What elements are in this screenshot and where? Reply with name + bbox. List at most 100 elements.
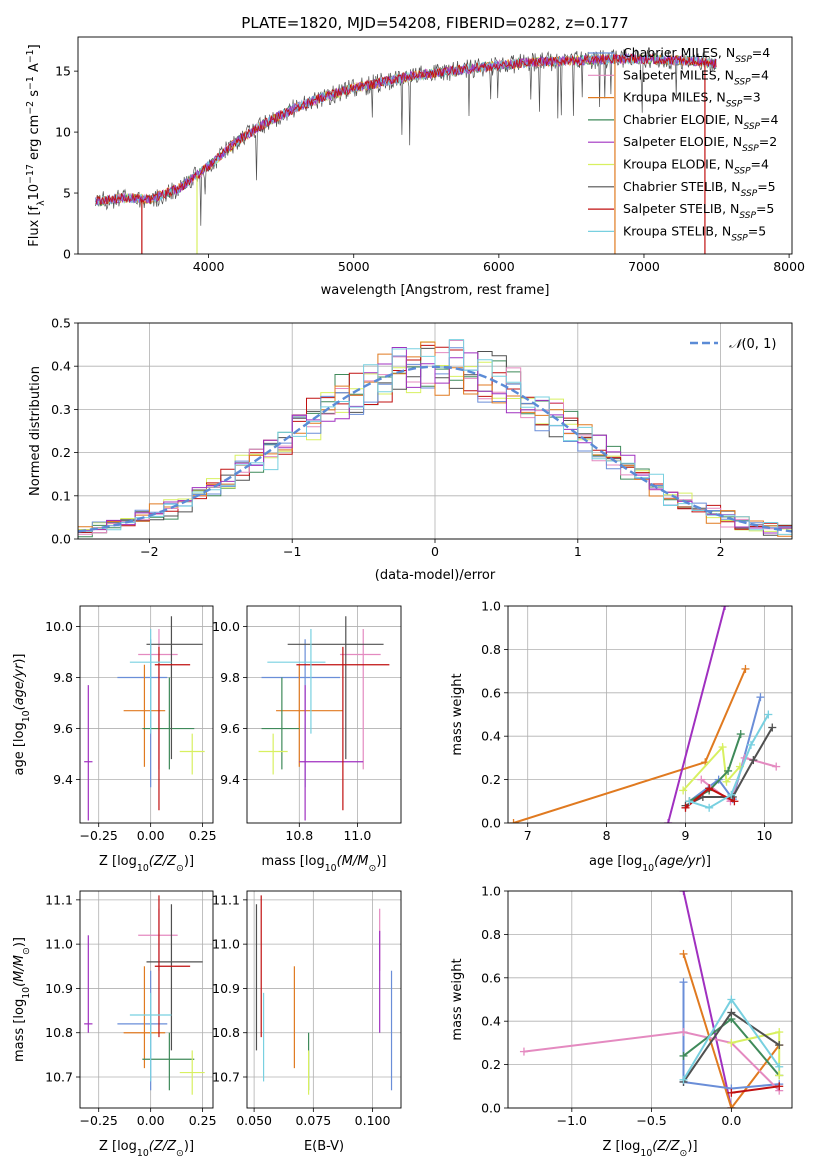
mass-vs-Z-marks [84,895,205,1095]
x-tick-label: 8 [603,828,611,843]
legend-label: Salpeter ELODIE, NSSP=2 [623,134,777,154]
frame: −1.0 −0.5 0.0 0.0 0.2 0.4 0.6 0.8 1.0 Z [log10(Z/… [450,884,793,1159]
axes-border [507,890,793,1109]
x-tick-label: 7 [524,828,532,843]
y-tick-label: 5 [63,186,71,201]
axes-border [77,322,793,540]
x-tick-label: 9 [682,828,690,843]
x-tick-label: 4000 [193,259,225,274]
y-tick-label: 10.7 [212,1070,240,1085]
y-tick-label: 9.6 [220,721,240,736]
x-tick-label: 11.0 [343,828,371,843]
y-tick-label: 15 [55,64,71,79]
y-tick-label: 9.6 [53,721,73,736]
massweight-vs-age-marks [509,606,781,823]
histogram-series [78,339,792,539]
legend-label: Chabrier STELIB, NSSP=5 [623,179,776,199]
y-tick-label: 11.0 [212,937,240,952]
x-axis-label: wavelength [Angstrom, rest frame] [321,283,550,298]
y-tick-label: 10.9 [212,981,240,996]
y-tick-label: 0.3 [51,402,71,417]
y-axis-label: Flux [fλ10−17 erg cm−2 s−1 A−1] [25,44,47,246]
y-tick-label: 1.0 [481,884,501,899]
x-tick-label: 10 [756,828,772,843]
legend-label: Salpeter MILES, NSSP=4 [623,67,769,87]
frame: 0.050 0.075 0.100 10.7 10.8 10.9 11.0 11.1 E(B-V… [212,890,402,1154]
y-tick-label: 0.6 [481,970,501,985]
axes-border [79,605,214,824]
x-tick-label: 0.25 [189,1113,217,1128]
y-tick-label: 0.0 [51,532,71,547]
mass-vs-ebv-marks [255,895,393,1095]
x-tick-label: −0.25 [80,828,118,843]
x-tick-label: −2 [140,544,158,559]
x-tick-label: 0.075 [295,1113,331,1128]
x-axis-label: (data-model)/error [375,568,496,583]
massweight-series [682,891,733,1108]
y-tick-label: 10.9 [45,981,73,996]
y-tick-label: 0.8 [481,642,501,657]
y-tick-label: 0.4 [51,359,71,374]
x-tick-label: 6000 [483,259,515,274]
legend-label: Kroupa STELIB, NSSP=5 [623,223,766,243]
axes-border [246,890,402,1109]
x-tick-label: −1.0 [557,1113,587,1128]
y-tick-label: 10.0 [45,619,73,634]
spectrum-line [95,53,717,206]
massweight-series [688,696,762,803]
axes-border [246,605,402,824]
x-tick-label: 0.00 [137,828,165,843]
frame: −0.25 0.00 0.25 10.7 10.8 10.9 11.0 11.1 Z [log1… [12,890,217,1159]
age-vs-Z-marks [84,616,205,821]
x-axis-label: age [log10(age/yr)] [589,854,711,874]
y-axis-label: mass weight [450,958,465,1040]
y-axis-label: age [log10(age/yr)] [12,653,32,775]
massweight-vs-Z-axes: −1.0 −0.5 0.0 0.0 0.2 0.4 0.6 0.8 1.0 Z [log10(Z/… [450,884,793,1159]
x-tick-label: 2 [717,544,725,559]
age-vs-Z-axes: −0.25 0.00 0.25 9.4 9.6 9.8 10.0 Z [log10(Z/Z⊙)… [12,605,217,874]
x-tick-label: 0.00 [137,1113,165,1128]
frame: 7 8 9 10 0.0 0.2 0.4 0.6 0.8 1.0 age [log10(age/yr… [450,599,793,874]
spectrum-marks [95,48,717,254]
y-tick-label: 0.6 [481,685,501,700]
y-axis-label: mass [log10(M/M⊙)] [12,937,32,1062]
plot-area [80,891,213,1108]
x-tick-label: 0.100 [355,1113,391,1128]
plot-area [247,606,401,823]
x-tick-label: −0.25 [80,1113,118,1128]
x-tick-label: 0.050 [236,1113,272,1128]
residual-histogram-axes: −2 −1 0 1 2 0.0 0.1 0.2 0.3 0.4 0.5 (data-model)/er… [28,316,793,583]
y-tick-label: 0 [63,247,71,262]
x-tick-label: 8000 [773,259,805,274]
massweight-series [682,953,780,1108]
legend-label: Chabrier ELODIE, NSSP=4 [623,112,778,132]
residual-histogram-marks [78,339,792,539]
y-tick-label: 0.2 [51,445,71,460]
y-tick-label: 0.8 [481,927,501,942]
y-tick-label: 0.2 [481,772,501,787]
y-tick-label: 10.8 [212,1025,240,1040]
age-vs-mass-axes: 10.8 11.0 9.4 9.6 9.8 10.0 mass [log10(M/M⊙)] [212,605,402,874]
legend-label: Chabrier MILES, NSSP=4 [623,45,770,65]
x-tick-label: 0.0 [721,1113,741,1128]
x-tick-label: 5000 [338,259,370,274]
figure-title: PLATE=1820, MJD=54208, FIBERID=0282, z=0… [241,14,628,32]
y-tick-label: 10 [55,125,71,140]
mass-vs-ebv-axes: 0.050 0.075 0.100 10.7 10.8 10.9 11.0 11.1 E(B-V… [212,890,402,1154]
plot-area [247,891,401,1108]
x-tick-label: 10.8 [285,828,313,843]
y-tick-label: 10.7 [45,1070,73,1085]
y-tick-label: 9.4 [220,772,240,787]
histogram-legend: 𝒩(0, 1) [690,337,776,352]
y-tick-label: 11.1 [45,892,73,907]
y-tick-label: 1.0 [481,599,501,614]
axes-border [77,36,793,255]
legend-label: Kroupa ELODIE, NSSP=4 [623,157,769,177]
x-tick-label: 1 [574,544,582,559]
age-vs-mass-marks [258,616,390,821]
x-axis-label: Z [log10(Z/Z⊙)] [99,854,194,874]
y-tick-label: 0.0 [481,816,501,831]
y-tick-label: 11.0 [45,937,73,952]
frame: 10.8 11.0 9.4 9.6 9.8 10.0 mass [log10(M/M⊙)] [212,605,402,874]
